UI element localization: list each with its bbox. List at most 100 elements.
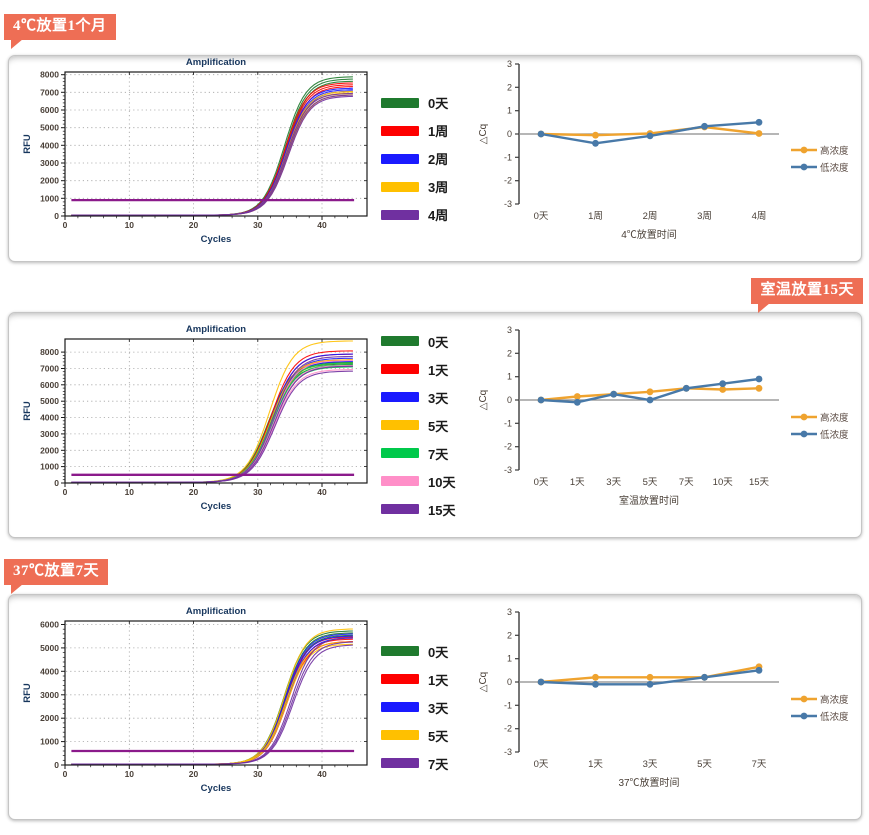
svg-text:3000: 3000 [40, 689, 59, 699]
series-label: 1周 [428, 124, 449, 139]
svg-text:37℃放置时间: 37℃放置时间 [618, 776, 679, 789]
svg-text:-2: -2 [504, 442, 512, 452]
series-label: 高浓度 [820, 146, 849, 157]
series-color-swatch [381, 209, 419, 220]
svg-text:2: 2 [507, 82, 512, 92]
series-color-swatch [381, 364, 419, 374]
svg-text:Amplification: Amplification [186, 606, 246, 617]
series-label: 高浓度 [820, 412, 849, 424]
amp-legend-item: 4周 [381, 205, 467, 224]
svg-text:1000: 1000 [40, 193, 59, 203]
dcq-legend-item: 高浓度 [791, 143, 869, 157]
svg-text:0天: 0天 [534, 759, 549, 770]
series-color-swatch [381, 504, 419, 514]
dcq-legend-item: 低浓度 [791, 709, 869, 723]
series-label: 7天 [428, 446, 449, 462]
amplification-chart-container: 0 1000 2000 3000 4000 5000 6000 7000 8000 0 10 20 30… [19, 323, 377, 528]
series-line-icon [791, 413, 817, 420]
amp-legend-item: 2周 [381, 149, 467, 168]
series-label: 3天 [428, 390, 449, 406]
series-label: 5天 [428, 728, 449, 744]
svg-text:30: 30 [253, 487, 263, 497]
svg-text:-3: -3 [504, 747, 512, 757]
amplification-chart: 0 1000 2000 3000 4000 5000 6000 7000 8000 0 10 20 30… [22, 57, 368, 245]
delta-cq-block: -3 -2 -1 0 1 2 3 0天 1周 2周 3周 4周 △Cq 4℃放置时间 高浓度 低浓度 [473, 54, 869, 264]
svg-text:5000: 5000 [40, 123, 59, 133]
svg-text:4000: 4000 [40, 140, 59, 150]
condition-badge-room-temp: 室温放置15天 [751, 278, 863, 313]
svg-text:7天: 7天 [752, 759, 767, 770]
series-label: 5天 [428, 418, 449, 434]
svg-text:-3: -3 [504, 199, 512, 209]
amp-legend-item: 1天 [381, 670, 467, 689]
svg-text:5000: 5000 [40, 642, 59, 652]
delta-cq-legend: 高浓度 低浓度 [791, 689, 869, 726]
amplification-chart: 0 1000 2000 3000 4000 5000 6000 0 10 20 30 40 Amplif… [22, 606, 368, 794]
svg-text:1: 1 [507, 105, 512, 115]
svg-text:8000: 8000 [40, 70, 59, 80]
series-color-swatch [381, 392, 419, 402]
delta-cq-block: -3 -2 -1 0 1 2 3 0天 1天 3天 5天 7天 △Cq 37℃放置时间 高浓度 低浓度 [473, 602, 869, 812]
svg-text:2周: 2周 [643, 211, 658, 222]
delta-cq-chart-container: -3 -2 -1 0 1 2 3 0天 1天 3天 5天 7天 10天 15天 △Cq 室温放置时间 [473, 320, 789, 530]
result-panel-room-temp: 0 1000 2000 3000 4000 5000 6000 7000 8000 0 10 20 30… [8, 312, 862, 538]
amplification-legend: 0天 1天 3天 5天 7天 10天 15天 [381, 323, 467, 528]
series-label: 3天 [428, 700, 449, 716]
svg-text:3天: 3天 [606, 477, 621, 488]
series-color-swatch [381, 336, 419, 346]
svg-text:30: 30 [253, 220, 263, 230]
svg-text:Cycles: Cycles [201, 783, 232, 794]
svg-text:-1: -1 [504, 700, 512, 710]
series-color-swatch [381, 420, 419, 430]
svg-text:3天: 3天 [643, 759, 658, 770]
section-room-temp-storage: 室温放置15天 0 1000 2000 3000 4000 5000 6000 7000 800… [0, 278, 869, 538]
delta-cq-legend: 高浓度 低浓度 [791, 407, 869, 444]
svg-text:4000: 4000 [40, 412, 59, 422]
amplification-legend: 0天 1周 2周 3周 4周 [381, 84, 467, 233]
amplification-chart-container: 0 1000 2000 3000 4000 5000 6000 0 10 20 30 40 Amplif… [19, 605, 377, 810]
svg-text:3: 3 [507, 607, 512, 617]
svg-text:6000: 6000 [40, 105, 59, 115]
result-panel-37c: 0 1000 2000 3000 4000 5000 6000 0 10 20 30 40 Amplif… [8, 594, 862, 820]
amplification-chart: 0 1000 2000 3000 4000 5000 6000 7000 8000 0 10 20 30… [22, 324, 368, 512]
svg-text:0: 0 [54, 478, 59, 488]
series-color-swatch [381, 97, 419, 108]
svg-text:3: 3 [507, 325, 512, 335]
series-line-icon [791, 146, 817, 154]
amplification-legend: 0天 1天 3天 5天 7天 [381, 633, 467, 782]
svg-text:-1: -1 [504, 418, 512, 428]
svg-text:1: 1 [507, 654, 512, 664]
svg-text:7天: 7天 [679, 477, 694, 488]
svg-text:2000: 2000 [40, 713, 59, 723]
amp-legend-item: 7天 [381, 754, 467, 773]
series-label: 3周 [428, 180, 449, 195]
svg-text:0: 0 [54, 211, 59, 221]
svg-text:10: 10 [125, 220, 135, 230]
svg-text:7000: 7000 [40, 363, 59, 373]
series-line-icon [791, 430, 817, 437]
series-label: 7天 [428, 756, 449, 772]
series-color-swatch [381, 646, 419, 656]
svg-text:40: 40 [317, 769, 327, 779]
svg-text:1天: 1天 [570, 477, 585, 488]
svg-text:3000: 3000 [40, 158, 59, 168]
series-label: 低浓度 [820, 429, 849, 441]
svg-text:0: 0 [507, 677, 512, 687]
svg-text:3周: 3周 [697, 211, 712, 222]
amp-legend-item: 1天 [381, 360, 467, 379]
svg-text:-2: -2 [504, 724, 512, 734]
dcq-legend-item: 低浓度 [791, 160, 869, 174]
delta-cq-block: -3 -2 -1 0 1 2 3 0天 1天 3天 5天 7天 10天 15天 △Cq 室温放置时间 高浓度低… [473, 320, 869, 530]
svg-text:20: 20 [189, 487, 199, 497]
svg-text:4℃放置时间: 4℃放置时间 [621, 228, 677, 241]
series-label: 0天 [428, 96, 449, 111]
svg-text:0: 0 [63, 769, 68, 779]
svg-text:RFU: RFU [22, 134, 33, 154]
amp-legend-item: 5天 [381, 416, 467, 435]
svg-text:△Cq: △Cq [478, 390, 489, 410]
svg-text:△Cq: △Cq [478, 123, 489, 143]
badge-row: 室温放置15天 [0, 278, 863, 313]
series-color-swatch [381, 125, 419, 136]
section-4c-storage: 4℃放置1个月 0 1000 2000 3000 4000 5000 6000 7000 800… [0, 14, 869, 262]
svg-text:1: 1 [507, 372, 512, 382]
